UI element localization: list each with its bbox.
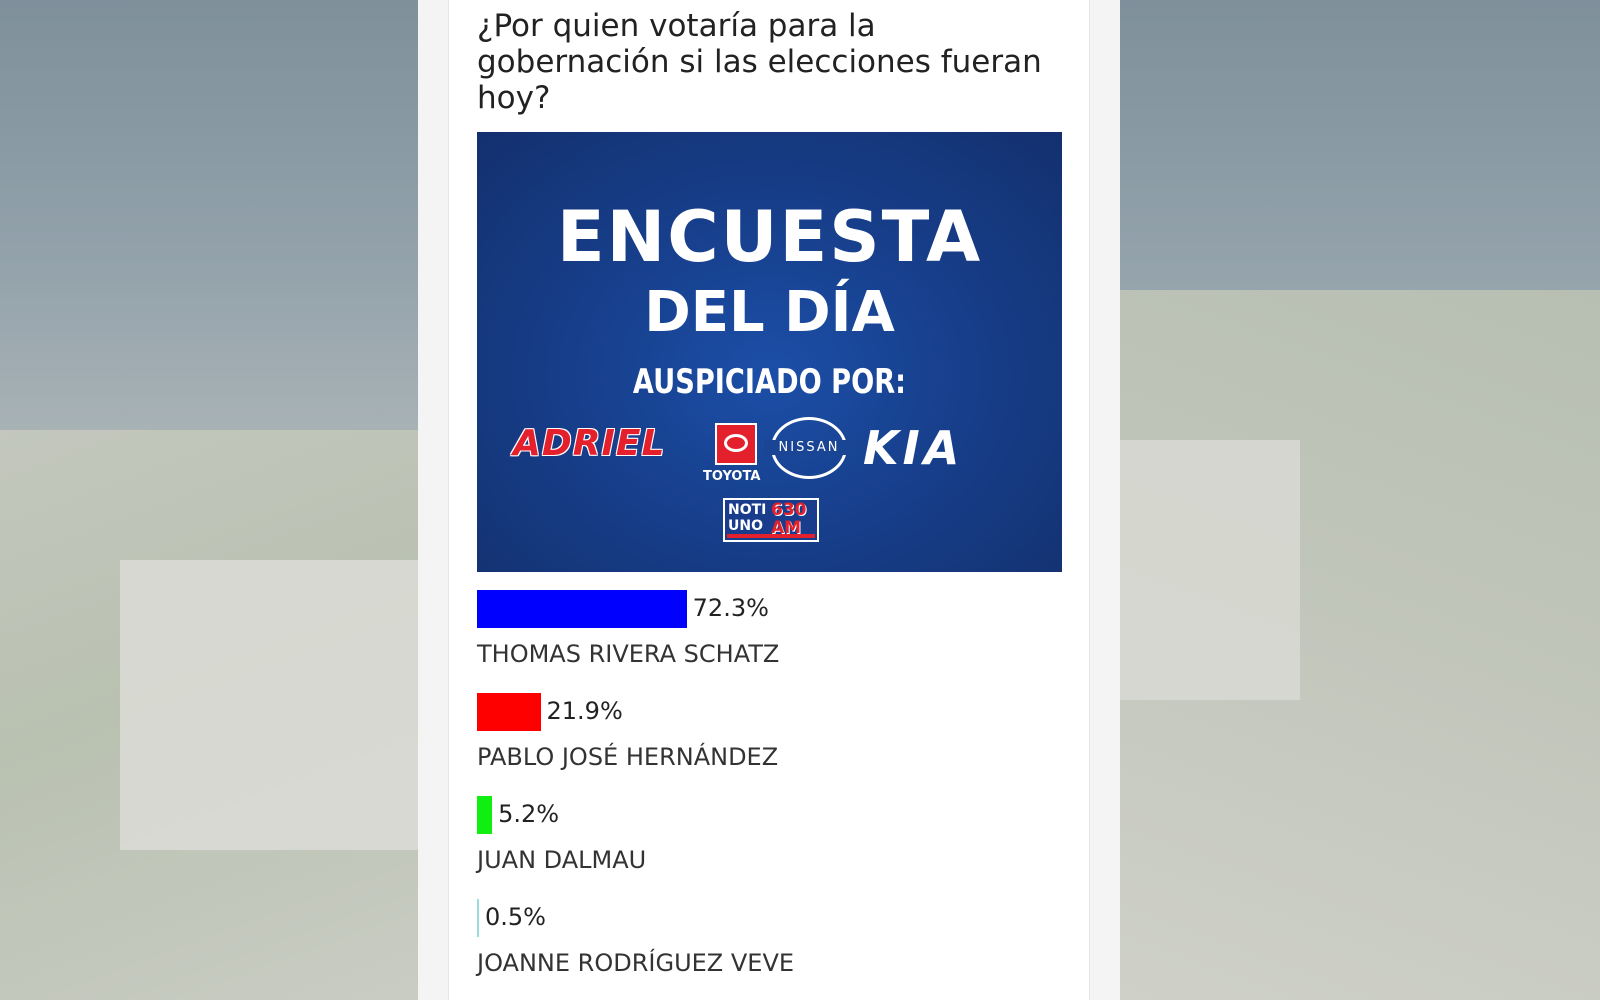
result-bar	[477, 796, 493, 834]
background-building-left	[120, 560, 420, 850]
poll-banner: ENCUESTA DEL DÍA AUSPICIADO POR: ADRIEL …	[477, 132, 1062, 572]
nissan-logo-icon: NISSAN	[764, 417, 854, 479]
candidate-name: JOANNE RODRÍGUEZ VEVE	[477, 949, 795, 977]
kia-logo: KIA	[863, 421, 964, 475]
nissan-label: NISSAN	[764, 440, 854, 455]
result-bar	[477, 590, 687, 628]
result-bar	[477, 693, 541, 731]
candidate-name: JUAN DALMAU	[477, 846, 647, 874]
notiuno-frequency: 630	[771, 500, 807, 520]
result-row: 5.2% JUAN DALMAU	[477, 796, 1062, 899]
poll-card: ¿Por quien votaría para la gobernación s…	[448, 0, 1090, 1000]
result-row: 0.5% JOANNE RODRÍGUEZ VEVE	[477, 899, 1062, 1000]
candidate-name: THOMAS RIVERA SCHATZ	[477, 640, 780, 668]
banner-sponsored-by: AUSPICIADO POR:	[632, 362, 907, 402]
result-row: 72.3% THOMAS RIVERA SCHATZ	[477, 590, 1062, 693]
result-bar	[477, 899, 479, 937]
result-row: 21.9% PABLO JOSÉ HERNÁNDEZ	[477, 693, 1062, 796]
notiuno-band: AM	[771, 518, 802, 538]
result-percentage: 72.3%	[692, 594, 769, 622]
banner-title: ENCUESTA	[556, 196, 983, 278]
poll-results-chart: 72.3% THOMAS RIVERA SCHATZ 21.9% PABLO JOSÉ…	[477, 590, 1062, 1000]
sponsor-logos: ADRIEL TOYOTA NISSAN KIA	[513, 417, 1033, 487]
background-building-right	[1110, 440, 1300, 700]
toyota-label: TOYOTA	[703, 469, 761, 484]
poll-question: ¿Por quien votaría para la gobernación s…	[477, 8, 1042, 116]
toyota-logo-icon	[715, 423, 757, 465]
result-percentage: 21.9%	[546, 697, 623, 725]
result-percentage: 5.2%	[498, 800, 560, 828]
notiuno-noti: NOTI	[728, 502, 767, 518]
notiuno-uno: UNO	[728, 518, 763, 534]
candidate-name: PABLO JOSÉ HERNÁNDEZ	[477, 743, 779, 771]
result-percentage: 0.5%	[485, 903, 546, 931]
adriel-logo: ADRIEL	[513, 423, 666, 464]
banner-subtitle: DEL DÍA	[644, 280, 895, 345]
notiuno-logo: NOTI UNO 630 AM	[723, 498, 819, 542]
